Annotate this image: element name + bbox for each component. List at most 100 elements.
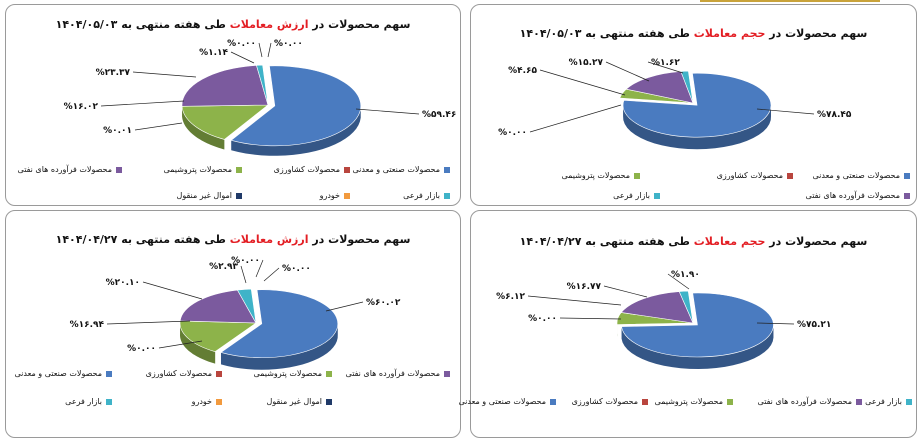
pie-slices (619, 70, 772, 150)
leader-line (667, 273, 690, 290)
legend-item-oilprod: محصولات فرآورده های نفتی (18, 165, 122, 174)
data-label: %۷۵.۲۱ (797, 320, 831, 330)
legend-item-petro: محصولات پتروشیمی (164, 165, 242, 174)
pie-slice-oilprod (181, 65, 269, 107)
data-label: %۰.۰۰ (274, 39, 303, 49)
leader-line (756, 108, 815, 115)
data-label: %۶۰.۰۲ (366, 298, 401, 308)
leader-line (756, 322, 795, 325)
data-label: %۱۵.۲۷ (569, 58, 604, 68)
leader-line (255, 259, 264, 278)
legend-item-realestate: اموال غیر منقول (177, 191, 242, 200)
data-label: %۰.۰۰ (282, 264, 311, 274)
leader-line (134, 122, 183, 131)
data-label: %۷۸.۴۵ (817, 110, 852, 120)
data-label: %۰.۰۱ (103, 126, 132, 136)
pie-slice-secondary (680, 70, 694, 104)
chart-legend: محصولات صنعتی و معدنی محصولات کشاورزی مح… (6, 369, 462, 429)
legend-item-realestate: اموال غیر منقول (267, 397, 332, 406)
leader-line (142, 281, 203, 300)
legend-swatch (236, 192, 242, 199)
leader-line (230, 51, 255, 64)
legend-item-oilprod: محصولات فرآورده های نفتی (346, 369, 450, 378)
data-label: %۰.۰۰ (528, 314, 557, 324)
legend-swatch (236, 166, 242, 173)
leader-line (559, 317, 622, 320)
pie-slice-secondary (256, 64, 269, 106)
legend-swatch (216, 370, 222, 377)
pie-slice-industrial (230, 65, 362, 147)
legend-item-auto: خودرو (192, 397, 222, 406)
legend-item-industrial: محصولات صنعتی و معدنی (813, 171, 910, 180)
data-label: %۰.۰۰ (127, 344, 156, 354)
legend-item-agri: محصولات کشاورزی (146, 369, 222, 378)
leader-line (647, 61, 684, 74)
legend-swatch (787, 172, 793, 179)
pie-slices (179, 288, 339, 370)
pie-slice-side-industrial (231, 103, 361, 156)
legend-item-petro: محصولات پتروشیمی (254, 369, 332, 378)
leader-line (355, 108, 420, 115)
data-label: %۲۳.۳۷ (96, 68, 131, 78)
legend-swatch (550, 398, 556, 405)
leader-line (158, 340, 203, 349)
pie-slice-oilprod (620, 291, 694, 324)
pie-slices (181, 64, 362, 156)
legend-item-agri: محصولات کشاورزی (717, 171, 793, 180)
pie-slice-side-petro (182, 106, 225, 150)
data-label: %۰.۰۰ (227, 39, 256, 49)
legend-item-secondary: بازار فرعی (403, 191, 450, 200)
chart-title: سهم محصولات در ارزش معاملات طی هفته منته… (55, 233, 411, 246)
legend-item-industrial: محصولات صنعتی و معدنی (353, 165, 450, 174)
legend-swatch (856, 398, 862, 405)
leader-line (529, 104, 622, 133)
pie-labels: %۷۸.۴۵ %۰.۰۰ %۴.۶۵ %۱۵.۲۷ %۱.۶۲ (498, 58, 852, 138)
legend-item-secondary: بازار فرعی (65, 397, 112, 406)
leader-line (605, 61, 650, 82)
leader-line (263, 267, 280, 282)
chart-title: سهم محصولات در حجم معاملات طی هفته منتهی… (519, 235, 868, 248)
legend-item-oilprod: محصولات فرآورده های نفتی (806, 191, 910, 200)
pie-chart: %۷۸.۴۵ %۰.۰۰ %۴.۶۵ %۱۵.۲۷ %۱.۶۲ (498, 58, 852, 150)
data-label: %۲.۹۳ (209, 262, 238, 272)
chart-panel-volume-0427: سهم محصولات در حجم معاملات طی هفته منتهی… (459, 210, 917, 438)
legend-item-petro: محصولات پتروشیمی (562, 171, 640, 180)
leader-line (258, 42, 263, 58)
pie-slice-industrial (621, 292, 774, 358)
pie-slice-oilprod (179, 289, 257, 324)
legend-item-agri: محصولات کشاورزی (274, 165, 350, 174)
pie-chart: %۵۹.۴۶%۰.۰۱%۱۶.۰۲%۲۳.۳۷%۱.۱۴%۰.۰۰ %۰.۰۰ (64, 39, 456, 156)
legend-swatch (906, 398, 912, 405)
pie-labels: %۶۰.۰۲%۰.۰۰%۱۶.۹۴%۲۰.۱۰%۲.۹۳%۰.۰۰%۰.۰۰ (70, 256, 401, 354)
pie-slice-petro (179, 320, 257, 353)
legend-swatch (444, 370, 450, 377)
leader-line (325, 301, 364, 312)
pie-chart: %۷۵.۲۱ %۰.۰۰ %۶.۱۲ %۱۶.۷۷ %۱.۹۰ (496, 270, 831, 369)
pie-chart: %۶۰.۰۲%۰.۰۰%۱۶.۹۴%۲۰.۱۰%۲.۹۳%۰.۰۰%۰.۰۰ (70, 256, 401, 370)
top-strip (700, 0, 880, 2)
leader-line (603, 285, 648, 298)
legend-item-auto: خودرو (320, 191, 350, 200)
legend-swatch (904, 172, 910, 179)
pie-slice-secondary (678, 290, 694, 324)
data-label: %۰.۰۰ (498, 128, 527, 138)
chart-panel-value-0503: سهم محصولات در ارزش معاملات طی هفته منته… (5, 4, 461, 206)
leader-line (267, 42, 272, 58)
data-label: %۱.۶۲ (651, 58, 680, 68)
pie-slice-side-petro (180, 321, 216, 364)
legend-swatch (344, 192, 350, 199)
data-label: %۴.۶۵ (508, 66, 537, 76)
legend-item-industrial: محصولات صنعتی و معدنی (459, 397, 556, 406)
legend-item-secondary: بازار فرعی (613, 191, 660, 200)
legend-item-petro: محصولات پتروشیمی (655, 397, 733, 406)
data-label: %۶.۱۲ (496, 292, 525, 302)
legend-swatch (904, 192, 910, 199)
data-label: %۱۶.۷۷ (567, 282, 602, 292)
legend-swatch (106, 370, 112, 377)
legend-item-agri: محصولات کشاورزی (572, 397, 648, 406)
chart-panel-value-0427: سهم محصولات در ارزش معاملات طی هفته منته… (5, 210, 461, 438)
legend-item-industrial: محصولات صنعتی و معدنی (15, 369, 112, 378)
chart-panel-volume-0503: سهم محصولات در حجم معاملات طی هفته منتهی… (470, 4, 917, 206)
legend-swatch (727, 398, 733, 405)
chart-title: سهم محصولات در ارزش معاملات طی هفته منته… (55, 18, 411, 31)
